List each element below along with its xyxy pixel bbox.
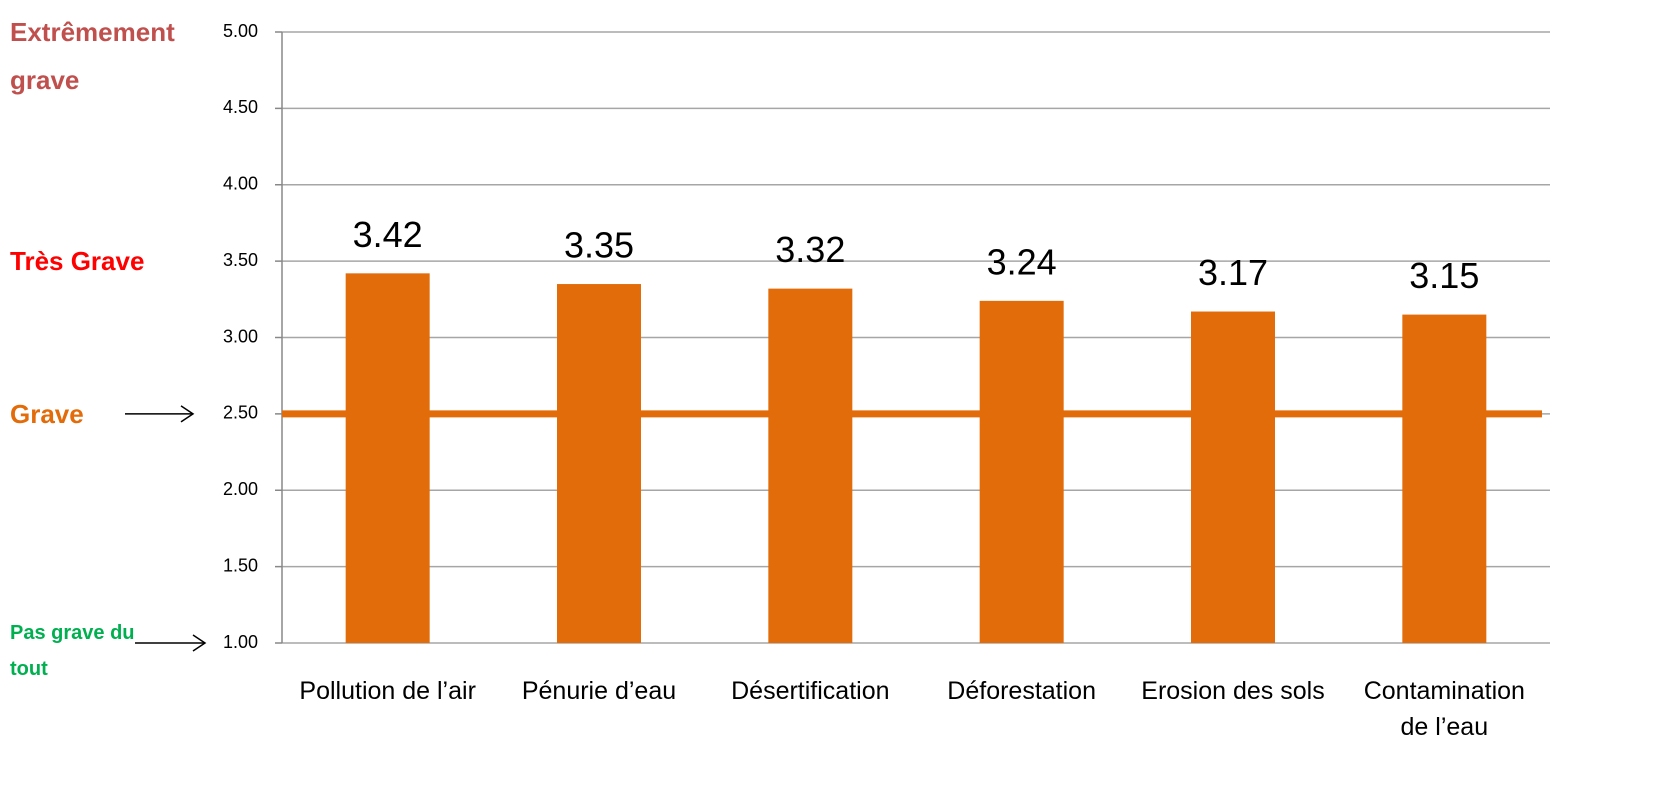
- x-tick-label: Déforestation: [947, 677, 1096, 705]
- y-tick-label: 1.50: [223, 555, 258, 575]
- y-tick-label: 2.50: [223, 403, 258, 423]
- annotation: Pas grave du tout: [10, 622, 135, 680]
- y-tick-label: 3.00: [223, 326, 258, 346]
- x-tick-label: Désertification: [731, 677, 890, 705]
- bar: [979, 300, 1064, 643]
- value-label: 3.17: [1198, 252, 1268, 293]
- y-tick-label: 5.00: [223, 21, 258, 41]
- bar: [557, 284, 641, 643]
- annotation: Très Grave: [10, 246, 145, 277]
- y-tick-label: 4.00: [223, 174, 258, 194]
- annotation: Grave: [10, 398, 84, 429]
- bar: [1402, 314, 1487, 643]
- value-label: 3.15: [1409, 255, 1479, 296]
- bar: [1191, 311, 1275, 643]
- arrow-head: [192, 634, 207, 652]
- y-tick-label: 4.50: [223, 97, 258, 117]
- value-label: 3.42: [353, 214, 423, 255]
- annotation: Extrêmement grave: [10, 17, 175, 95]
- y-tick-label: 2.00: [223, 479, 258, 499]
- value-label: 3.24: [987, 241, 1057, 282]
- x-tick-label: Pénurie d’eau: [521, 677, 677, 705]
- y-tick-label: 3.50: [223, 250, 258, 270]
- x-tick-label: Pollution de l’air: [299, 677, 476, 705]
- y-tick-label: 1.00: [223, 632, 258, 652]
- x-tick-label: Contamination de l’eau: [1363, 677, 1525, 741]
- value-label: 3.35: [564, 225, 634, 266]
- bar: [345, 273, 430, 643]
- value-label: 3.32: [775, 229, 845, 270]
- bar: [768, 288, 853, 643]
- x-tick-label: Erosion des sols: [1141, 677, 1325, 705]
- arrow-head: [180, 405, 195, 423]
